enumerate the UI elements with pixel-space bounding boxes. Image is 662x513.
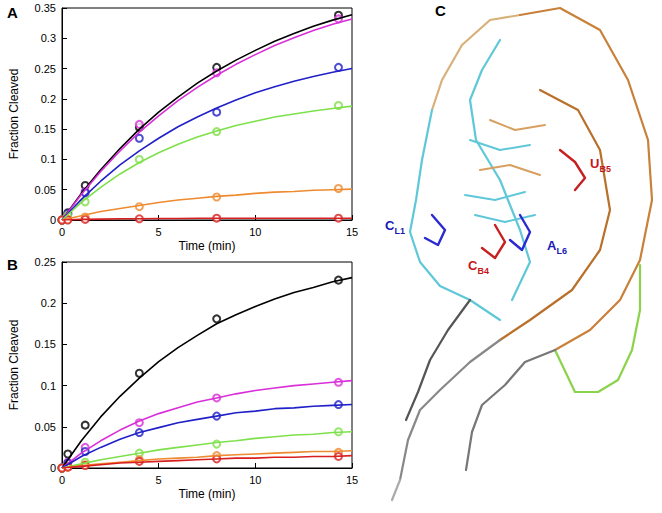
svg-text:Time (min): Time (min) <box>179 239 236 253</box>
svg-text:5: 5 <box>156 474 162 486</box>
svg-text:10: 10 <box>249 226 261 238</box>
svg-text:Fraction Cleaved: Fraction Cleaved <box>7 69 21 160</box>
svg-text:0: 0 <box>59 226 65 238</box>
svg-text:0.1: 0.1 <box>41 380 56 392</box>
svg-text:B: B <box>7 256 18 273</box>
svg-text:Fraction Cleaved: Fraction Cleaved <box>7 320 21 411</box>
svg-text:0.2: 0.2 <box>41 93 56 105</box>
svg-text:CL1: CL1 <box>385 218 405 236</box>
svg-text:10: 10 <box>249 474 261 486</box>
svg-text:15: 15 <box>346 226 358 238</box>
svg-text:CB4: CB4 <box>468 258 489 276</box>
svg-text:0.25: 0.25 <box>35 256 56 268</box>
svg-text:0: 0 <box>50 462 56 474</box>
svg-text:0.15: 0.15 <box>35 338 56 350</box>
svg-text:5: 5 <box>156 226 162 238</box>
svg-text:0.3: 0.3 <box>41 32 56 44</box>
svg-text:0.05: 0.05 <box>35 184 56 196</box>
svg-text:A: A <box>7 4 18 21</box>
svg-text:15: 15 <box>346 474 358 486</box>
svg-text:Time (min): Time (min) <box>179 487 236 501</box>
svg-text:AL6: AL6 <box>547 238 567 256</box>
svg-text:0.35: 0.35 <box>35 2 56 14</box>
svg-text:0.15: 0.15 <box>35 123 56 135</box>
svg-text:C: C <box>435 2 446 19</box>
svg-text:0: 0 <box>59 474 65 486</box>
svg-text:0: 0 <box>50 214 56 226</box>
svg-text:0.05: 0.05 <box>35 421 56 433</box>
svg-text:0.1: 0.1 <box>41 153 56 165</box>
svg-text:0.25: 0.25 <box>35 63 56 75</box>
svg-text:UB5: UB5 <box>590 156 611 174</box>
svg-text:0.2: 0.2 <box>41 297 56 309</box>
